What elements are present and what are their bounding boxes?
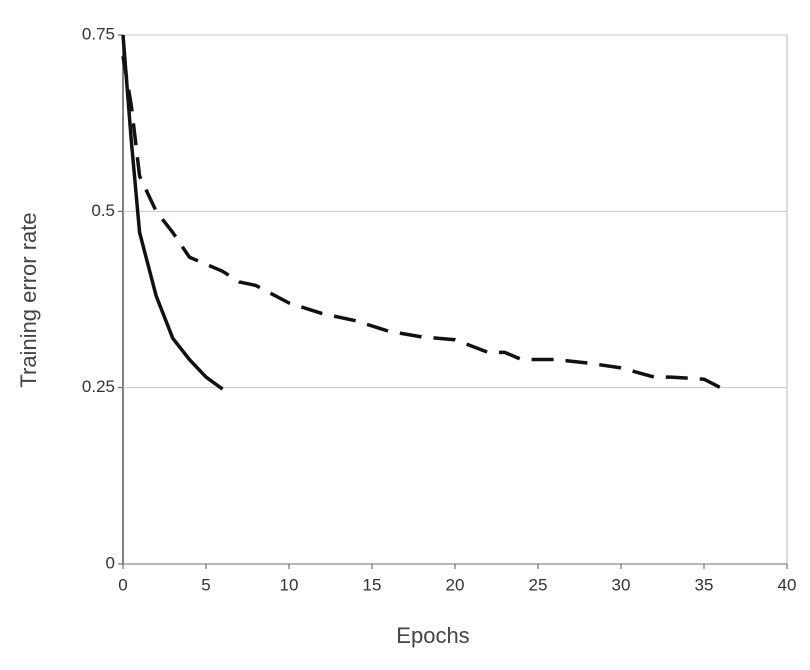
x-tick-label: 5 (201, 575, 210, 594)
x-axis-title: Epochs (396, 623, 469, 648)
x-tick-label: 40 (778, 575, 797, 594)
x-tick-label: 0 (118, 575, 127, 594)
x-tick-label: 20 (446, 575, 465, 594)
y-tick-label: 0.25 (82, 377, 115, 396)
series-line (121, 55, 722, 390)
x-tick-label: 25 (529, 575, 548, 594)
y-tick-label: 0.75 (82, 24, 115, 43)
series-line (121, 34, 224, 391)
x-tick-label: 35 (695, 575, 714, 594)
plot-frame (122, 34, 788, 565)
x-tick-label: 30 (612, 575, 631, 594)
x-tick-label: 15 (363, 575, 382, 594)
y-axis-title: Training error rate (16, 212, 41, 387)
y-tick-label: 0 (106, 553, 115, 572)
y-tick-label: 0.5 (91, 201, 115, 220)
x-tick-label: 10 (280, 575, 299, 594)
